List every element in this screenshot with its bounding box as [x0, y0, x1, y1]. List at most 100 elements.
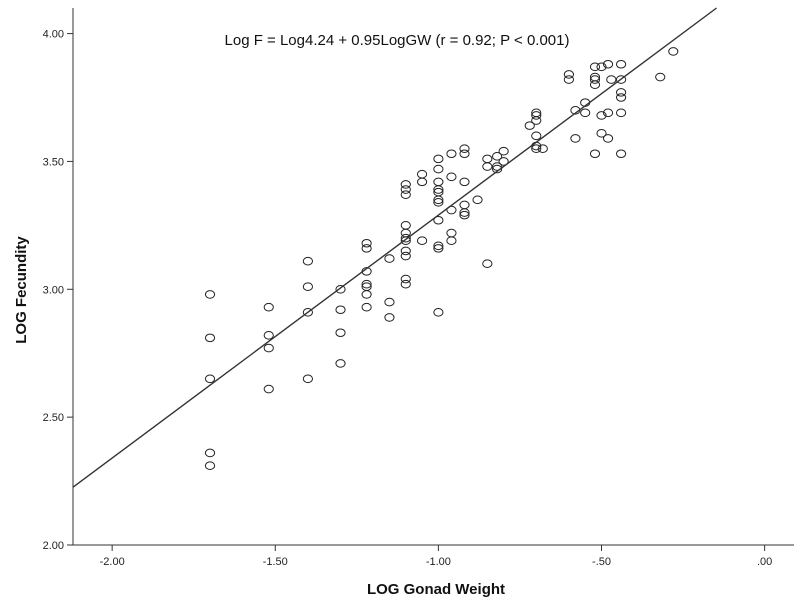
data-point: [563, 75, 574, 84]
data-point: [589, 80, 601, 90]
data-point: [361, 238, 372, 248]
data-points: [204, 47, 679, 471]
data-point: [204, 461, 216, 471]
data-point: [596, 111, 607, 120]
data-point: [416, 169, 428, 179]
y-tick-label: 2.50: [43, 412, 64, 424]
data-point: [433, 215, 444, 225]
data-point: [531, 116, 542, 125]
data-point: [615, 88, 627, 97]
data-point: [384, 254, 395, 263]
data-point: [400, 185, 411, 194]
data-point: [589, 75, 601, 84]
data-point: [531, 111, 542, 120]
data-point: [433, 164, 444, 174]
data-point: [263, 343, 274, 353]
data-point: [589, 62, 601, 72]
data-point: [433, 244, 444, 253]
data-point: [204, 333, 216, 343]
data-point: [400, 236, 411, 245]
regression-line: [72, 7, 717, 488]
data-point: [498, 157, 509, 166]
data-point: [416, 236, 428, 245]
data-point: [459, 200, 470, 210]
data-point: [602, 108, 614, 118]
data-point: [596, 62, 607, 72]
data-point: [524, 121, 535, 130]
data-point: [492, 164, 503, 174]
x-tick-label: -1.50: [263, 556, 288, 568]
data-point: [446, 172, 457, 182]
data-point: [459, 149, 470, 159]
data-point: [263, 302, 274, 312]
x-tick-label: .00: [757, 556, 772, 568]
data-point: [482, 162, 493, 171]
data-point: [472, 195, 483, 205]
data-point: [531, 131, 542, 141]
data-point: [433, 177, 444, 187]
data-point: [459, 210, 470, 220]
data-point: [400, 233, 411, 243]
data-point: [400, 251, 411, 261]
data-point: [416, 177, 428, 187]
data-point: [335, 284, 346, 294]
data-point: [589, 149, 601, 159]
data-point: [482, 259, 493, 269]
data-point: [446, 236, 457, 245]
data-point: [204, 290, 216, 299]
x-tick-label: -2.00: [100, 556, 125, 568]
data-point: [563, 70, 574, 79]
data-point: [302, 282, 313, 292]
data-point: [400, 190, 411, 199]
axes: [72, 8, 794, 546]
data-point: [302, 308, 313, 317]
data-point: [400, 274, 411, 284]
x-tick-label: -1.00: [426, 556, 451, 568]
data-point: [668, 47, 679, 56]
data-point: [433, 241, 444, 251]
data-point: [400, 180, 411, 189]
data-point: [446, 149, 457, 159]
y-tick-label: 3.00: [43, 284, 64, 296]
data-point: [433, 195, 444, 205]
data-point: [615, 149, 627, 159]
x-axis-title: LOG Gonad Weight: [367, 581, 505, 598]
data-point: [433, 198, 444, 207]
data-point: [263, 384, 274, 394]
y-tick-label: 2.00: [43, 540, 64, 552]
data-point: [615, 75, 627, 84]
data-point: [615, 93, 627, 102]
data-point: [400, 246, 411, 256]
data-point: [433, 308, 444, 317]
data-point: [433, 185, 444, 194]
data-point: [361, 302, 372, 312]
y-axis-title: LOG Fecundity: [13, 236, 30, 344]
data-point: [459, 177, 470, 187]
data-point: [400, 279, 411, 289]
y-tick-label: 3.50: [43, 156, 64, 168]
data-point: [302, 256, 313, 266]
data-point: [335, 305, 346, 315]
data-point: [361, 279, 372, 289]
data-point: [361, 290, 372, 299]
data-point: [459, 144, 470, 153]
data-point: [602, 59, 614, 69]
data-point: [537, 144, 548, 153]
data-point: [655, 72, 666, 82]
data-point: [615, 59, 627, 69]
data-point: [570, 134, 581, 143]
data-point: [302, 374, 313, 384]
data-point: [580, 108, 591, 118]
axis-ticks: 2.00 2.50 3.00 3.50 4.00 -2.00 -1.50 -1.00 -.50.…: [43, 29, 773, 568]
data-point: [433, 154, 444, 164]
data-point: [482, 154, 493, 164]
data-point: [361, 244, 372, 253]
data-point: [204, 448, 216, 458]
x-tick-label: -.50: [592, 556, 611, 568]
data-point: [384, 313, 395, 322]
data-point: [384, 297, 395, 307]
y-tick-label: 4.00: [43, 29, 64, 41]
data-point: [492, 152, 503, 161]
data-point: [263, 331, 274, 340]
